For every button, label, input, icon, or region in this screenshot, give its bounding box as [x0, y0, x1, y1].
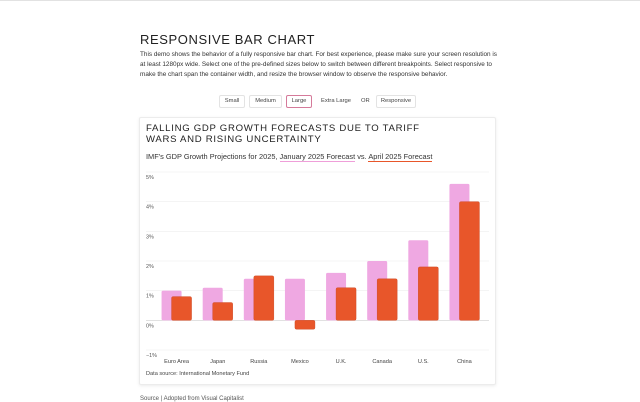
x-tick-label: U.K.: [336, 359, 347, 365]
legend-april: April 2025 Forecast: [368, 152, 433, 162]
bar-april: [418, 266, 439, 321]
bar-january: [284, 278, 305, 321]
chart-card: FALLING GDP GROWTH FORECASTS DUE TO TARI…: [139, 117, 496, 385]
x-tick-label: Russia: [250, 359, 268, 365]
x-tick-label: China: [457, 359, 473, 365]
y-tick-label: −1%: [146, 353, 157, 359]
bar-april: [335, 287, 357, 321]
chart-subtitle: IMF's GDP Growth Projections for 2025, J…: [146, 152, 476, 162]
extra-large-button[interactable]: Extra Large: [316, 95, 356, 108]
small-button[interactable]: Small: [219, 95, 245, 108]
subtitle-vs: vs.: [357, 152, 367, 161]
responsive-button[interactable]: Responsive: [376, 95, 416, 108]
bar-april: [171, 296, 192, 321]
x-tick-label: Euro Area: [164, 359, 190, 365]
chart-title: FALLING GDP GROWTH FORECASTS DUE TO TARI…: [146, 123, 420, 145]
subtitle-prefix: IMF's GDP Growth Projections for 2025,: [146, 152, 278, 161]
large-button[interactable]: Large: [286, 95, 312, 108]
bar-april: [253, 275, 275, 321]
page-title: RESPONSIVE BAR CHART: [140, 31, 316, 47]
y-tick-label: 0%: [146, 323, 154, 329]
bar-april: [376, 278, 398, 321]
page-footer: Source | Adopted from Visual Capitalist: [140, 396, 244, 402]
y-tick-label: 3%: [146, 234, 154, 240]
x-tick-label: Mexico: [291, 359, 309, 365]
legend-january: January 2025 Forecast: [279, 152, 356, 162]
x-tick-label: Japan: [210, 359, 225, 365]
y-tick-label: 2%: [146, 264, 154, 270]
or-label: OR: [361, 98, 370, 104]
y-tick-label: 1%: [146, 294, 154, 300]
top-divider: [0, 0, 640, 1]
x-tick-label: Canada: [372, 359, 392, 365]
bar-april: [459, 201, 480, 321]
chart-source: Data source: International Monetary Fund: [146, 371, 250, 377]
y-tick-label: 5%: [146, 175, 154, 181]
intro-text: This demo shows the behavior of a fully …: [140, 51, 497, 79]
medium-button[interactable]: Medium: [249, 95, 282, 108]
x-tick-label: U.S.: [418, 359, 429, 365]
bar-april: [294, 320, 316, 330]
bar-april: [212, 302, 233, 321]
y-tick-label: 4%: [146, 205, 154, 211]
bar-chart-plot: 5% 4% 3% 2% 1% 0% −1% Euro Area Japan Russia Mexic…: [146, 171, 489, 365]
